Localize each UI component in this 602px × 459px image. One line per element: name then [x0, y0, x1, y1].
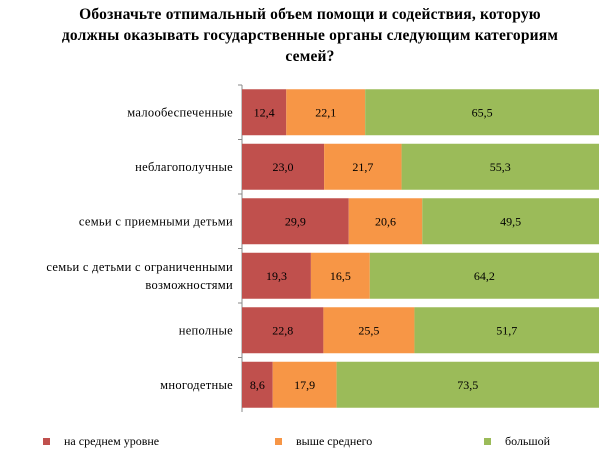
- bar-segment: [401, 143, 599, 190]
- data-label: 49,5: [500, 214, 521, 228]
- data-label: 8,6: [250, 378, 265, 392]
- data-label: 25,5: [358, 323, 379, 337]
- data-label: 20,6: [375, 214, 396, 228]
- chart-plot: малообеспеченные 12,4 22,1 65,5 неблагополуч…: [46, 84, 599, 412]
- legend-item: выше среднего: [275, 434, 372, 449]
- bar-segment: [310, 252, 370, 299]
- bar-segment: [422, 198, 599, 245]
- bar-segment: [336, 361, 599, 408]
- data-label: 73,5: [457, 378, 478, 392]
- data-label: 51,7: [496, 323, 517, 337]
- bar-segment: [348, 198, 423, 245]
- category-label-line: семьи с приемными детьми: [79, 214, 233, 228]
- bar-segment: [324, 143, 402, 190]
- legend-swatch: [43, 438, 50, 445]
- data-label: 22,8: [272, 323, 293, 337]
- data-label: 17,9: [294, 378, 315, 392]
- data-label: 64,2: [474, 269, 495, 283]
- category-label-line: многодетные: [160, 378, 233, 392]
- legend-item: большой: [484, 434, 550, 449]
- chart-title: Обозначьте отпимальный объем помощи и со…: [61, 6, 559, 65]
- category-label-line: возможностями: [145, 278, 233, 292]
- bar-segment: [242, 307, 324, 354]
- legend-swatch: [484, 438, 491, 445]
- bar-segment: [272, 361, 337, 408]
- bar-segment: [369, 252, 599, 299]
- bar-segment: [242, 198, 349, 245]
- bar-segment: [365, 89, 599, 136]
- data-label: 29,9: [285, 214, 306, 228]
- data-label: 21,7: [352, 160, 373, 174]
- data-label: 16,5: [330, 269, 351, 283]
- legend: на среднем уровне выше среднего большой: [0, 434, 602, 454]
- data-label: 23,0: [273, 160, 294, 174]
- legend-label: выше среднего: [296, 434, 373, 448]
- category-label-line: неполные: [179, 323, 233, 337]
- bar-segment: [242, 361, 273, 408]
- data-label: 19,3: [266, 269, 287, 283]
- data-label: 12,4: [254, 105, 275, 119]
- data-label: 55,3: [490, 160, 511, 174]
- bar-segment: [242, 89, 287, 136]
- category-label-line: семьи с детьми с ограниченными: [46, 260, 233, 274]
- legend-item: на среднем уровне: [43, 434, 159, 449]
- bar-segment: [286, 89, 366, 136]
- legend-label: на среднем уровне: [64, 434, 160, 448]
- category-label: неблагополучные: [135, 160, 233, 174]
- data-label: 65,5: [472, 105, 493, 119]
- bar-segment: [242, 143, 325, 190]
- bar-segment: [242, 252, 311, 299]
- category-label: многодетные: [160, 378, 233, 392]
- bar-segment: [414, 307, 599, 354]
- category-label-line: неблагополучные: [135, 160, 233, 174]
- category-label: неполные: [179, 323, 233, 337]
- legend-label: большой: [505, 434, 551, 448]
- category-label: малообеспеченные: [127, 105, 233, 119]
- category-label: семьи с приемными детьми: [79, 214, 233, 228]
- legend-swatch: [275, 438, 282, 445]
- data-label: 22,1: [315, 105, 336, 119]
- bar-segment: [323, 307, 415, 354]
- category-label: семьи с детьми с ограниченными возможност…: [46, 260, 233, 292]
- category-label-line: малообеспеченные: [127, 105, 233, 119]
